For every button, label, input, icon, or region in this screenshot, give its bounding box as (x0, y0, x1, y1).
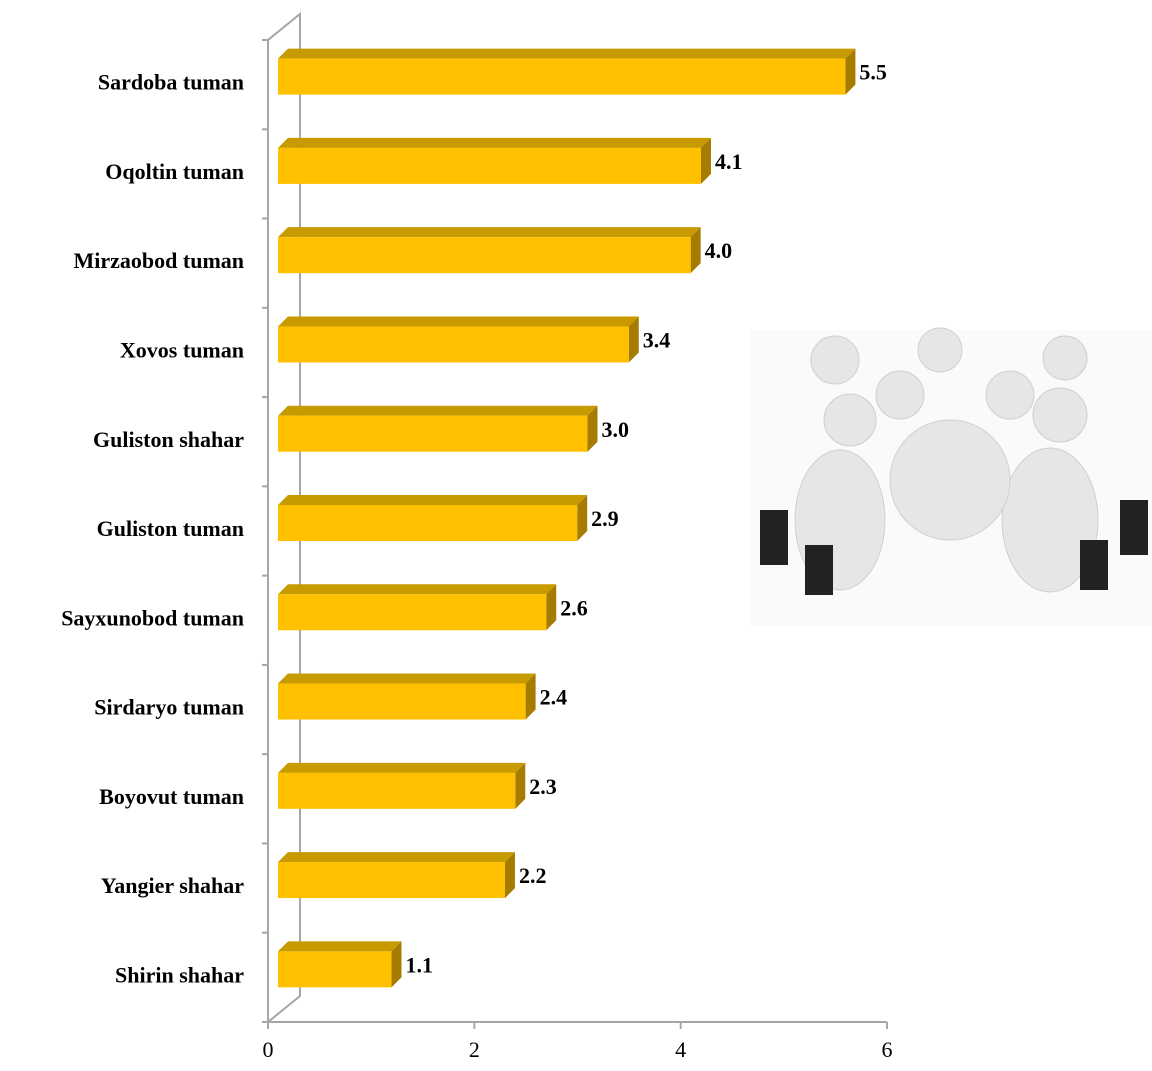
bar-top (278, 941, 402, 952)
head (1042, 335, 1088, 381)
data-label: 2.9 (591, 506, 619, 531)
bar (278, 227, 701, 274)
bar-top (278, 48, 856, 59)
bar-top (278, 495, 588, 505)
head (917, 327, 963, 373)
y-tick-label: Yangier shahar (101, 873, 244, 898)
bar-side (504, 852, 515, 899)
briefcase (760, 510, 788, 565)
bar-side (546, 584, 557, 631)
bar (278, 584, 557, 631)
bar-front (278, 951, 392, 988)
bar-side (577, 495, 588, 541)
body (889, 419, 1011, 541)
briefcase (805, 545, 833, 595)
bar-side (515, 762, 526, 809)
y-tick-label: Sayxunobod tuman (61, 605, 244, 630)
bar-side (391, 941, 402, 988)
head (823, 393, 877, 447)
bar-top (278, 227, 701, 238)
bar-front (278, 58, 846, 95)
bar-top (278, 762, 526, 773)
x-tick-label: 2 (469, 1037, 480, 1062)
bar-front (278, 237, 691, 274)
bar (278, 941, 402, 988)
head (810, 335, 860, 385)
bar-top (278, 852, 515, 863)
decorative-picture (750, 327, 1152, 626)
head (875, 370, 925, 420)
data-label: 3.4 (643, 328, 671, 353)
y-tick-label: Sardoba tuman (98, 70, 244, 95)
data-label: 4.0 (705, 238, 733, 263)
y-tick-label: Boyovut tuman (99, 784, 244, 809)
bar-top (278, 405, 598, 416)
data-label: 2.2 (519, 863, 547, 888)
body (1001, 447, 1099, 593)
briefcase (1120, 500, 1148, 555)
y-tick-label: Shirin shahar (115, 962, 244, 987)
bar-side (525, 673, 536, 720)
bar-side (690, 227, 701, 274)
bar (278, 48, 856, 95)
y-tick-label: Mirzaobod tuman (74, 248, 245, 273)
head (1032, 387, 1088, 443)
y-tick-label: Guliston tuman (97, 516, 244, 541)
y-tick-label: Oqoltin tuman (105, 159, 244, 184)
x-tick-label: 6 (882, 1037, 893, 1062)
bar-front (278, 594, 547, 631)
bar-top (278, 137, 711, 148)
bar-top (278, 673, 536, 684)
data-label: 3.0 (602, 417, 630, 442)
bar-front (278, 862, 505, 899)
back-wall (267, 11, 301, 1023)
bar-front (278, 415, 588, 452)
bar (278, 495, 588, 541)
y-tick-label: Xovos tuman (120, 338, 244, 363)
bar-front (278, 505, 578, 541)
briefcase (1080, 540, 1108, 590)
y-tick-label: Sirdaryo tuman (94, 695, 244, 720)
head (985, 370, 1035, 420)
wall-outline (267, 11, 301, 1023)
y-tick-label: Guliston shahar (93, 427, 244, 452)
data-label: 4.1 (715, 149, 743, 174)
data-label: 5.5 (859, 60, 887, 85)
data-label: 2.3 (529, 774, 557, 799)
x-tick-label: 0 (263, 1037, 274, 1062)
bar-front (278, 326, 629, 363)
bar-front (278, 683, 526, 720)
bar-top (278, 584, 557, 595)
bar-front (278, 772, 516, 809)
bar-side (700, 137, 711, 184)
bar (278, 673, 536, 720)
bar (278, 405, 598, 452)
bar-top (278, 316, 639, 327)
data-label: 2.4 (540, 685, 568, 710)
bar-front (278, 147, 701, 184)
bar-side (628, 316, 639, 363)
bar-side (845, 48, 856, 95)
x-tick-label: 4 (675, 1037, 686, 1062)
bar (278, 762, 526, 809)
data-label: 1.1 (405, 952, 433, 977)
data-label: 2.6 (560, 595, 588, 620)
bar (278, 316, 639, 363)
bar-side (587, 405, 598, 452)
bar (278, 137, 711, 184)
bar (278, 852, 515, 899)
